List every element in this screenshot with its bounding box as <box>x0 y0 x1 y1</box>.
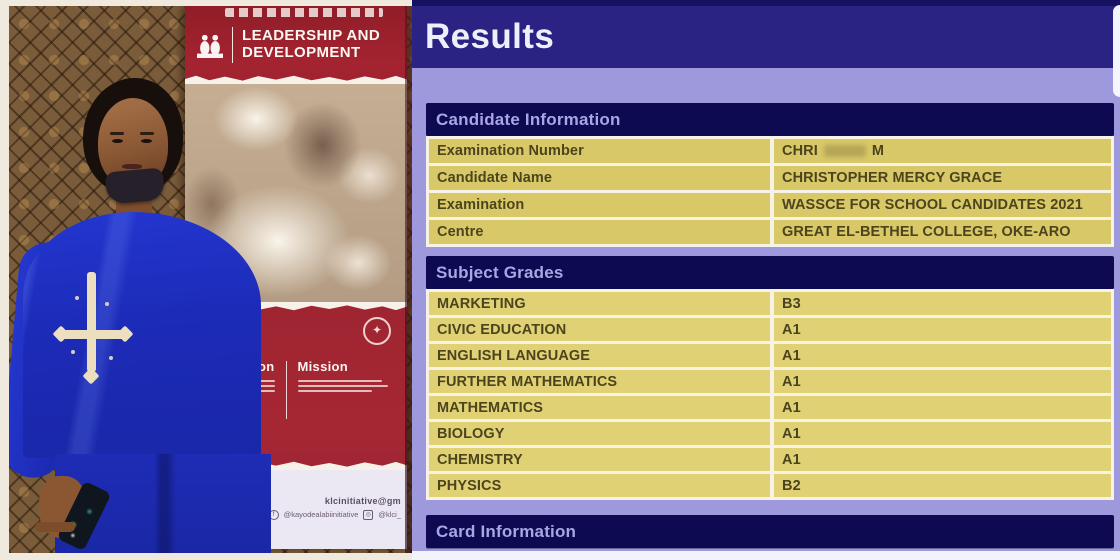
person-face <box>98 98 168 188</box>
person-hand <box>39 476 87 538</box>
subject-grade-value: B3 <box>774 292 1111 315</box>
vision-column: Vision <box>208 359 275 419</box>
candidate-info-value: CHRISTOPHER MERCY GRACE <box>774 166 1111 190</box>
subject-grade-row: FURTHER MATHEMATICS A1 <box>429 370 1111 393</box>
page-title: Results <box>425 17 555 56</box>
banner-social-handles: f @kayodealabiinitiative ◎ @klci_ <box>268 509 401 520</box>
person-mouth <box>122 164 142 169</box>
candidate-info-value: CHRI M <box>774 139 1111 163</box>
banner-title-line2: DEVELOPMENT <box>242 44 361 61</box>
subject-grade-label: MARKETING <box>429 292 770 315</box>
subject-grades-table: MARKETING B3 CIVIC EDUCATION A1 ENGLISH LANG… <box>426 289 1114 500</box>
subject-grade-value: A1 <box>774 318 1111 341</box>
results-panel: Results Candidate Information Examinatio… <box>412 0 1120 560</box>
person-eye <box>112 139 123 143</box>
subject-grade-label: ENGLISH LANGUAGE <box>429 344 770 367</box>
banner-title-line1: LEADERSHIP AND <box>242 27 381 45</box>
cross-embroidery <box>52 272 134 394</box>
vision-text-line <box>216 380 275 382</box>
banner-handle-1: @kayodealabiinitiative <box>283 510 359 519</box>
candidate-info-label: Candidate Name <box>429 166 770 190</box>
results-content: Candidate Information Examination Number… <box>412 68 1120 551</box>
person-arm <box>9 239 82 481</box>
candidate-info-row: Examination WASSCE FOR SCHOOL CANDIDATES … <box>429 193 1111 217</box>
instagram-icon: ◎ <box>363 509 374 520</box>
person-fingers <box>35 522 75 532</box>
redaction-smudge <box>823 145 866 157</box>
banner-inset-photo <box>185 84 407 302</box>
person-eye <box>141 139 152 143</box>
bottom-strip <box>412 551 1120 560</box>
candidate-info-label: Examination Number <box>429 139 770 163</box>
person-hair <box>83 78 183 194</box>
rollup-banner: LEADERSHIP AND DEVELOPMENT ✦ Vision <box>185 6 407 549</box>
subject-grade-value: B2 <box>774 474 1111 497</box>
subject-grade-value: A1 <box>774 422 1111 445</box>
mission-text-line <box>297 385 388 387</box>
section-header-candidate-information: Candidate Information <box>426 103 1114 136</box>
subject-grade-label: CHEMISTRY <box>429 448 770 471</box>
subject-grade-row: PHYSICS B2 <box>429 474 1111 497</box>
torn-paper-edge-mid <box>185 302 407 311</box>
subject-grade-row: ENGLISH LANGUAGE A1 <box>429 344 1111 367</box>
section-header-card-information: Card Information <box>426 515 1114 548</box>
banner-email: klcinitiative@gm <box>324 495 401 506</box>
banner-brand-lockup: LEADERSHIP AND DEVELOPMENT <box>185 17 407 75</box>
person-eyebrow <box>140 132 154 135</box>
mobile-phone <box>56 480 112 552</box>
subject-grade-value: A1 <box>774 448 1111 471</box>
banner-cutoff-text <box>225 8 383 17</box>
subject-grade-label: PHYSICS <box>429 474 770 497</box>
photo-wallpaper-background: LEADERSHIP AND DEVELOPMENT ✦ Vision <box>9 6 412 553</box>
vision-text-line <box>208 385 275 387</box>
subject-grade-label: CIVIC EDUCATION <box>429 318 770 341</box>
subject-grade-value: A1 <box>774 370 1111 393</box>
candidate-info-label: Examination <box>429 193 770 217</box>
mission-label: Mission <box>297 359 348 374</box>
results-header-bar: Results <box>412 0 1120 68</box>
mission-text-line <box>297 380 382 382</box>
photo-panel: LEADERSHIP AND DEVELOPMENT ✦ Vision <box>0 0 412 560</box>
banner-contact-strip: klcinitiative@gm f @kayodealabiinitiativ… <box>185 470 407 549</box>
mission-text-line <box>297 390 372 392</box>
banner-title: LEADERSHIP AND DEVELOPMENT <box>242 27 381 62</box>
candidate-info-label: Centre <box>429 220 770 244</box>
photo-edge-shadow <box>405 6 412 553</box>
klci-logo-icon <box>197 32 223 58</box>
subject-grade-row: MATHEMATICS A1 <box>429 396 1111 419</box>
subject-grade-label: MATHEMATICS <box>429 396 770 419</box>
person-eyebrow <box>110 132 124 135</box>
scroll-edge-notch[interactable] <box>1113 5 1120 97</box>
vision-text-line <box>222 390 275 392</box>
subject-grade-value: A1 <box>774 344 1111 367</box>
candidate-info-row: Candidate Name CHRISTOPHER MERCY GRACE <box>429 166 1111 190</box>
candidate-information-table: Examination Number CHRI M Candidate Name CHR… <box>426 136 1114 247</box>
candidate-info-row: Centre GREAT EL-BETHEL COLLEGE, OKE-ARO <box>429 220 1111 244</box>
subject-grade-row: BIOLOGY A1 <box>429 422 1111 445</box>
brand-divider <box>232 27 233 63</box>
person-neck <box>116 188 152 224</box>
subject-grade-label: BIOLOGY <box>429 422 770 445</box>
facebook-icon: f <box>268 509 279 520</box>
torn-paper-edge-bottom <box>185 461 407 470</box>
torn-paper-edge-top <box>185 75 407 84</box>
candidate-info-value: WASSCE FOR SCHOOL CANDIDATES 2021 <box>774 193 1111 217</box>
face-mask <box>104 167 166 205</box>
mission-column: Mission <box>297 359 388 419</box>
banner-emblem-icon: ✦ <box>363 317 391 345</box>
candidate-info-value: GREAT EL-BETHEL COLLEGE, OKE-ARO <box>774 220 1111 244</box>
candidate-info-row: Examination Number CHRI M <box>429 139 1111 163</box>
subject-grade-label: FURTHER MATHEMATICS <box>429 370 770 393</box>
banner-handle-2: @klci_ <box>378 510 401 519</box>
section-header-subject-grades: Subject Grades <box>426 256 1114 289</box>
banner-vision-mission-block: ✦ Vision Mission <box>185 311 407 461</box>
subject-grade-value: A1 <box>774 396 1111 419</box>
vision-label: Vision <box>233 359 275 374</box>
subject-grade-row: CHEMISTRY A1 <box>429 448 1111 471</box>
subject-grade-row: MARKETING B3 <box>429 292 1111 315</box>
subject-grade-row: CIVIC EDUCATION A1 <box>429 318 1111 341</box>
vision-mission-divider <box>285 361 287 419</box>
